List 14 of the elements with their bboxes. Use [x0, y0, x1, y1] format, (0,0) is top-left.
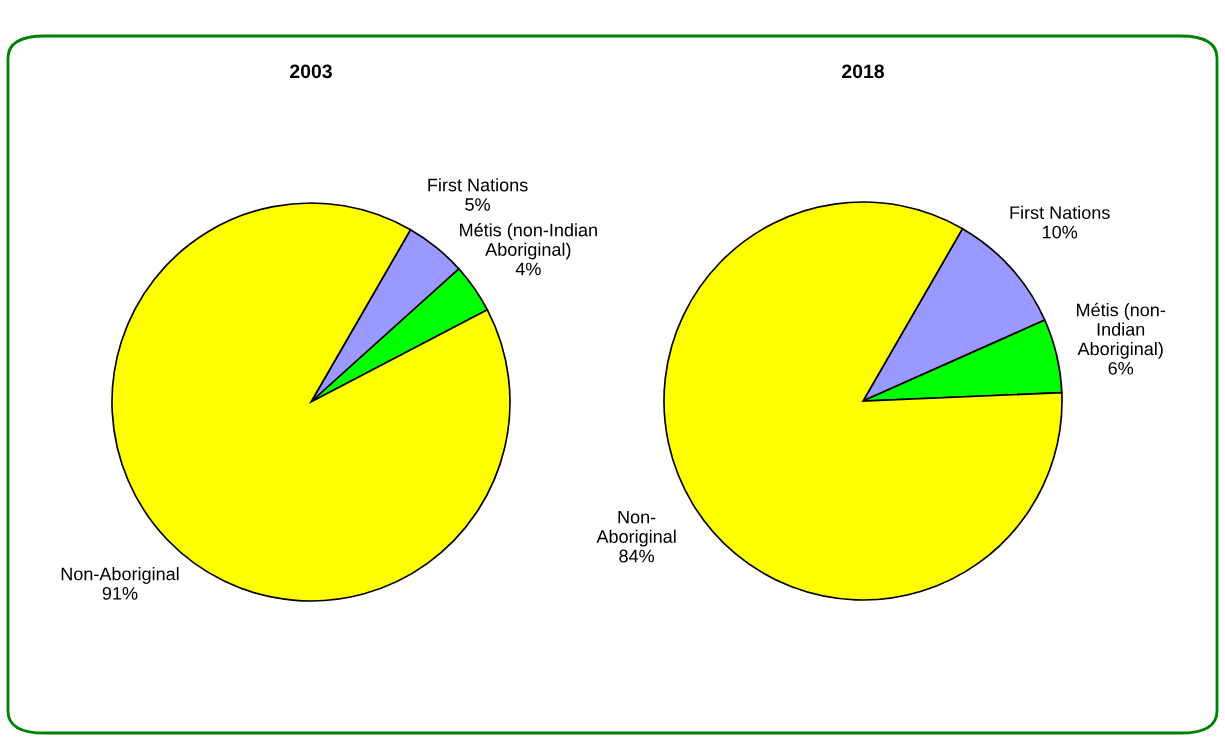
- slice-label: Non-Aboriginal: [61, 567, 179, 584]
- slice-label: Métis (non-Indian Aboriginal): [460, 222, 597, 260]
- data-label: 84%: [619, 549, 655, 563]
- slice-label: First Nations: [428, 178, 528, 192]
- slice-label: Métis (non- Indian Aboriginal): [1077, 302, 1166, 359]
- data-label: 6%: [1108, 361, 1134, 375]
- chart-title: 2003: [290, 64, 332, 79]
- slice-label: Non- Aboriginal: [596, 510, 676, 547]
- data-label: 91%: [102, 586, 138, 600]
- data-label: 5%: [465, 198, 490, 211]
- slice-label: First Nations: [1010, 205, 1110, 220]
- chart-title: 2018: [842, 64, 885, 79]
- data-label: 4%: [515, 262, 541, 276]
- data-label: 10%: [1043, 225, 1078, 239]
